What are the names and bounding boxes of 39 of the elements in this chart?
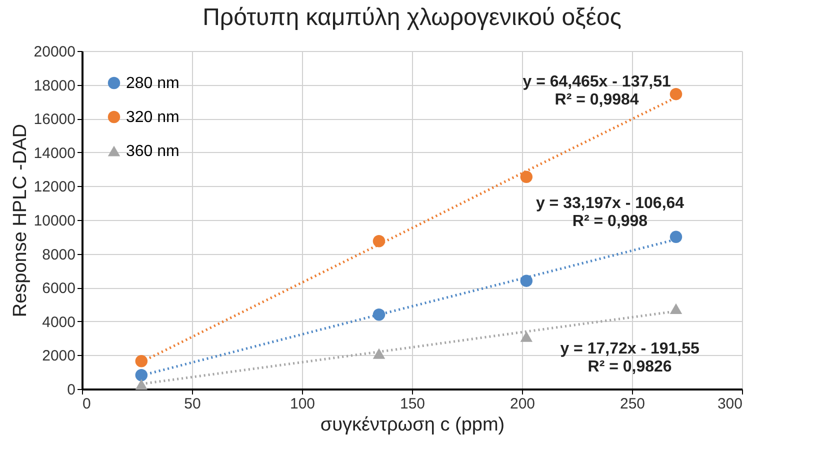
point [135, 369, 148, 382]
x-axis-title: συγκέντρωση c (ppm) [320, 414, 505, 436]
point [670, 88, 682, 100]
x-tick-label: 100 [290, 396, 316, 412]
annotation: y = 17,72x - 191,55 R² = 0,9826 [560, 340, 700, 376]
point [135, 355, 148, 368]
legend-label: 360 nm [126, 143, 180, 160]
point [372, 235, 386, 248]
y-tick-label: 2000 [42, 348, 76, 365]
y-tick-label: 4000 [42, 314, 76, 331]
x-tick-label: 150 [400, 396, 426, 412]
y-tick-label: 10000 [34, 212, 76, 230]
y-tick-label: 8000 [42, 246, 76, 264]
point [520, 331, 533, 342]
point [372, 308, 386, 321]
point [670, 303, 682, 314]
annotation: y = 33,197x - 106,64 R² = 0,998 [536, 195, 684, 230]
y-tick-label: 0 [67, 382, 76, 398]
x-tick-label: 0 [82, 396, 91, 412]
chart-title: Πρότυπη καμπύλη χλωρογενικού οξέος [202, 4, 622, 31]
annotation: y = 64,465x - 137,51 R² = 0,9984 [522, 73, 671, 108]
legend-label: 280 nm [126, 75, 180, 92]
legend-label: 320 nm [126, 109, 180, 126]
y-tick-label: 16000 [34, 111, 76, 128]
y-tick-label: 12000 [34, 178, 76, 196]
y-tick-label: 20000 [34, 44, 76, 60]
x-tick-label: 300 [717, 396, 742, 412]
point [372, 348, 386, 359]
point [520, 274, 533, 287]
x-tick-label: 50 [184, 396, 201, 412]
y-axis-title: Response HPLC -DAD [10, 124, 31, 318]
point [135, 379, 148, 390]
y-tick-label: 14000 [34, 144, 76, 162]
point [520, 170, 533, 184]
y-tick-label: 18000 [34, 77, 76, 94]
y-tick-label: 6000 [42, 280, 76, 298]
point [670, 230, 682, 244]
x-tick-label: 200 [510, 396, 536, 412]
x-tick-label: 250 [620, 396, 646, 412]
